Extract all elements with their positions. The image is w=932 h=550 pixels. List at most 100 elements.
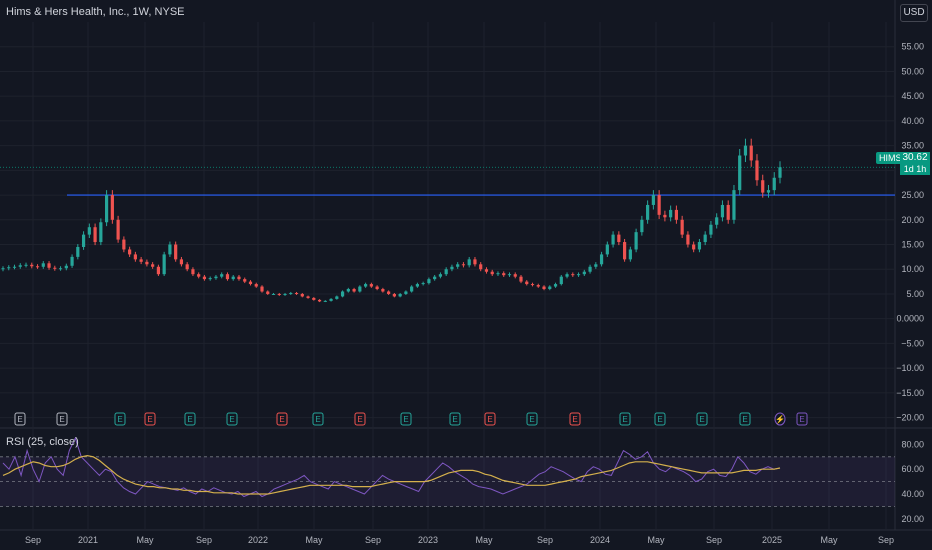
earnings-event-icon[interactable]: E bbox=[312, 412, 324, 426]
candle-body bbox=[18, 265, 22, 267]
candle-body bbox=[300, 293, 304, 297]
earnings-event-icon[interactable]: E bbox=[14, 412, 26, 426]
earnings-event-icon[interactable]: E bbox=[400, 412, 412, 426]
candle-body bbox=[133, 254, 137, 260]
earnings-event-icon[interactable]: E bbox=[449, 412, 461, 426]
candle-body bbox=[64, 265, 68, 269]
rsi-ma-line bbox=[2, 454, 781, 495]
candle-body bbox=[156, 266, 160, 275]
y-tick-label: 5.00 bbox=[906, 289, 924, 299]
candle-body bbox=[139, 259, 143, 262]
candle-body bbox=[70, 256, 74, 266]
candle-body bbox=[473, 259, 477, 265]
candle-body bbox=[634, 232, 638, 250]
candle-body bbox=[116, 219, 120, 240]
earnings-event-icon[interactable]: E bbox=[569, 412, 581, 426]
currency-button[interactable]: USD bbox=[900, 4, 928, 22]
x-tick-label: Sep bbox=[365, 535, 381, 545]
candle-body bbox=[582, 271, 586, 275]
candle-body bbox=[651, 195, 655, 205]
candle-body bbox=[168, 244, 172, 255]
candle-body bbox=[24, 264, 28, 266]
candle-body bbox=[151, 264, 155, 267]
svg-text:E: E bbox=[17, 415, 22, 424]
candle-body bbox=[283, 293, 287, 295]
earnings-event-icon[interactable]: E bbox=[484, 412, 496, 426]
y-tick-label: 35.00 bbox=[901, 141, 924, 151]
y-tick-label: −5.00 bbox=[901, 338, 924, 348]
svg-text:E: E bbox=[229, 415, 234, 424]
y-tick-label: −15.00 bbox=[896, 388, 924, 398]
svg-text:E: E bbox=[742, 415, 747, 424]
x-tick-label: Sep bbox=[706, 535, 722, 545]
svg-text:E: E bbox=[147, 415, 152, 424]
dividend-event-icon[interactable]: ⚡ bbox=[774, 412, 786, 426]
x-tick-label: 2021 bbox=[78, 535, 98, 545]
candle-body bbox=[542, 286, 546, 290]
earnings-event-icon[interactable]: E bbox=[184, 412, 196, 426]
earnings-event-icon[interactable]: E bbox=[696, 412, 708, 426]
candle-body bbox=[703, 234, 707, 243]
svg-text:E: E bbox=[357, 415, 362, 424]
svg-text:E: E bbox=[529, 415, 534, 424]
candle-body bbox=[444, 269, 448, 275]
candle-body bbox=[715, 217, 719, 225]
y-tick-label: 50.00 bbox=[901, 66, 924, 76]
svg-text:E: E bbox=[315, 415, 320, 424]
earnings-event-icon[interactable]: E bbox=[354, 412, 366, 426]
candle-body bbox=[726, 204, 730, 220]
earnings-event-icon[interactable]: E bbox=[654, 412, 666, 426]
candle-body bbox=[93, 227, 97, 243]
earnings-event-icon[interactable]: E bbox=[114, 412, 126, 426]
y-tick-label: 15.00 bbox=[901, 240, 924, 250]
x-tick-label: 2024 bbox=[590, 535, 610, 545]
candle-body bbox=[536, 285, 540, 287]
earnings-event-icon[interactable]: E bbox=[56, 412, 68, 426]
earnings-event-icon[interactable]: E bbox=[226, 412, 238, 426]
candle-body bbox=[7, 267, 11, 269]
candle-body bbox=[669, 209, 673, 218]
candle-body bbox=[761, 180, 765, 193]
x-tick-label: Sep bbox=[25, 535, 41, 545]
candle-body bbox=[243, 279, 247, 282]
y-tick-label: 20.00 bbox=[901, 215, 924, 225]
candle-body bbox=[778, 167, 782, 178]
x-tick-label: May bbox=[305, 535, 323, 545]
earnings-event-icon[interactable]: E bbox=[276, 412, 288, 426]
candle-body bbox=[461, 264, 466, 266]
candle-body bbox=[202, 276, 207, 280]
svg-text:E: E bbox=[59, 415, 64, 424]
candle-body bbox=[398, 293, 402, 297]
candle-body bbox=[47, 263, 51, 268]
candle-body bbox=[35, 266, 40, 268]
candle-body bbox=[686, 234, 690, 245]
earnings-event-icon[interactable]: E bbox=[796, 412, 808, 426]
rsi-indicator-title[interactable]: RSI (25, close) bbox=[6, 436, 79, 448]
earnings-event-icon[interactable]: E bbox=[526, 412, 538, 426]
candle-body bbox=[599, 254, 604, 265]
earnings-event-icon[interactable]: E bbox=[144, 412, 156, 426]
candle-body bbox=[743, 145, 748, 156]
candle-body bbox=[502, 273, 506, 276]
candle-body bbox=[496, 273, 500, 275]
candle-body bbox=[30, 264, 34, 267]
candle-body bbox=[663, 214, 667, 218]
candle-body bbox=[519, 276, 523, 282]
earnings-event-icon[interactable]: E bbox=[739, 412, 751, 426]
candle-body bbox=[657, 195, 661, 215]
candle-body bbox=[162, 254, 166, 275]
candle-body bbox=[271, 293, 276, 295]
candle-body bbox=[346, 289, 350, 292]
x-tick-label: May bbox=[647, 535, 665, 545]
earnings-event-icon[interactable]: E bbox=[619, 412, 631, 426]
candle-body bbox=[225, 274, 230, 280]
candle-body bbox=[335, 296, 339, 299]
candle-body bbox=[456, 264, 460, 267]
y-tick-label: −20.00 bbox=[896, 413, 924, 423]
candle-body bbox=[571, 274, 575, 276]
candle-body bbox=[594, 264, 598, 267]
candle-body bbox=[438, 274, 443, 277]
candle-body bbox=[110, 195, 114, 220]
x-tick-label: May bbox=[820, 535, 838, 545]
